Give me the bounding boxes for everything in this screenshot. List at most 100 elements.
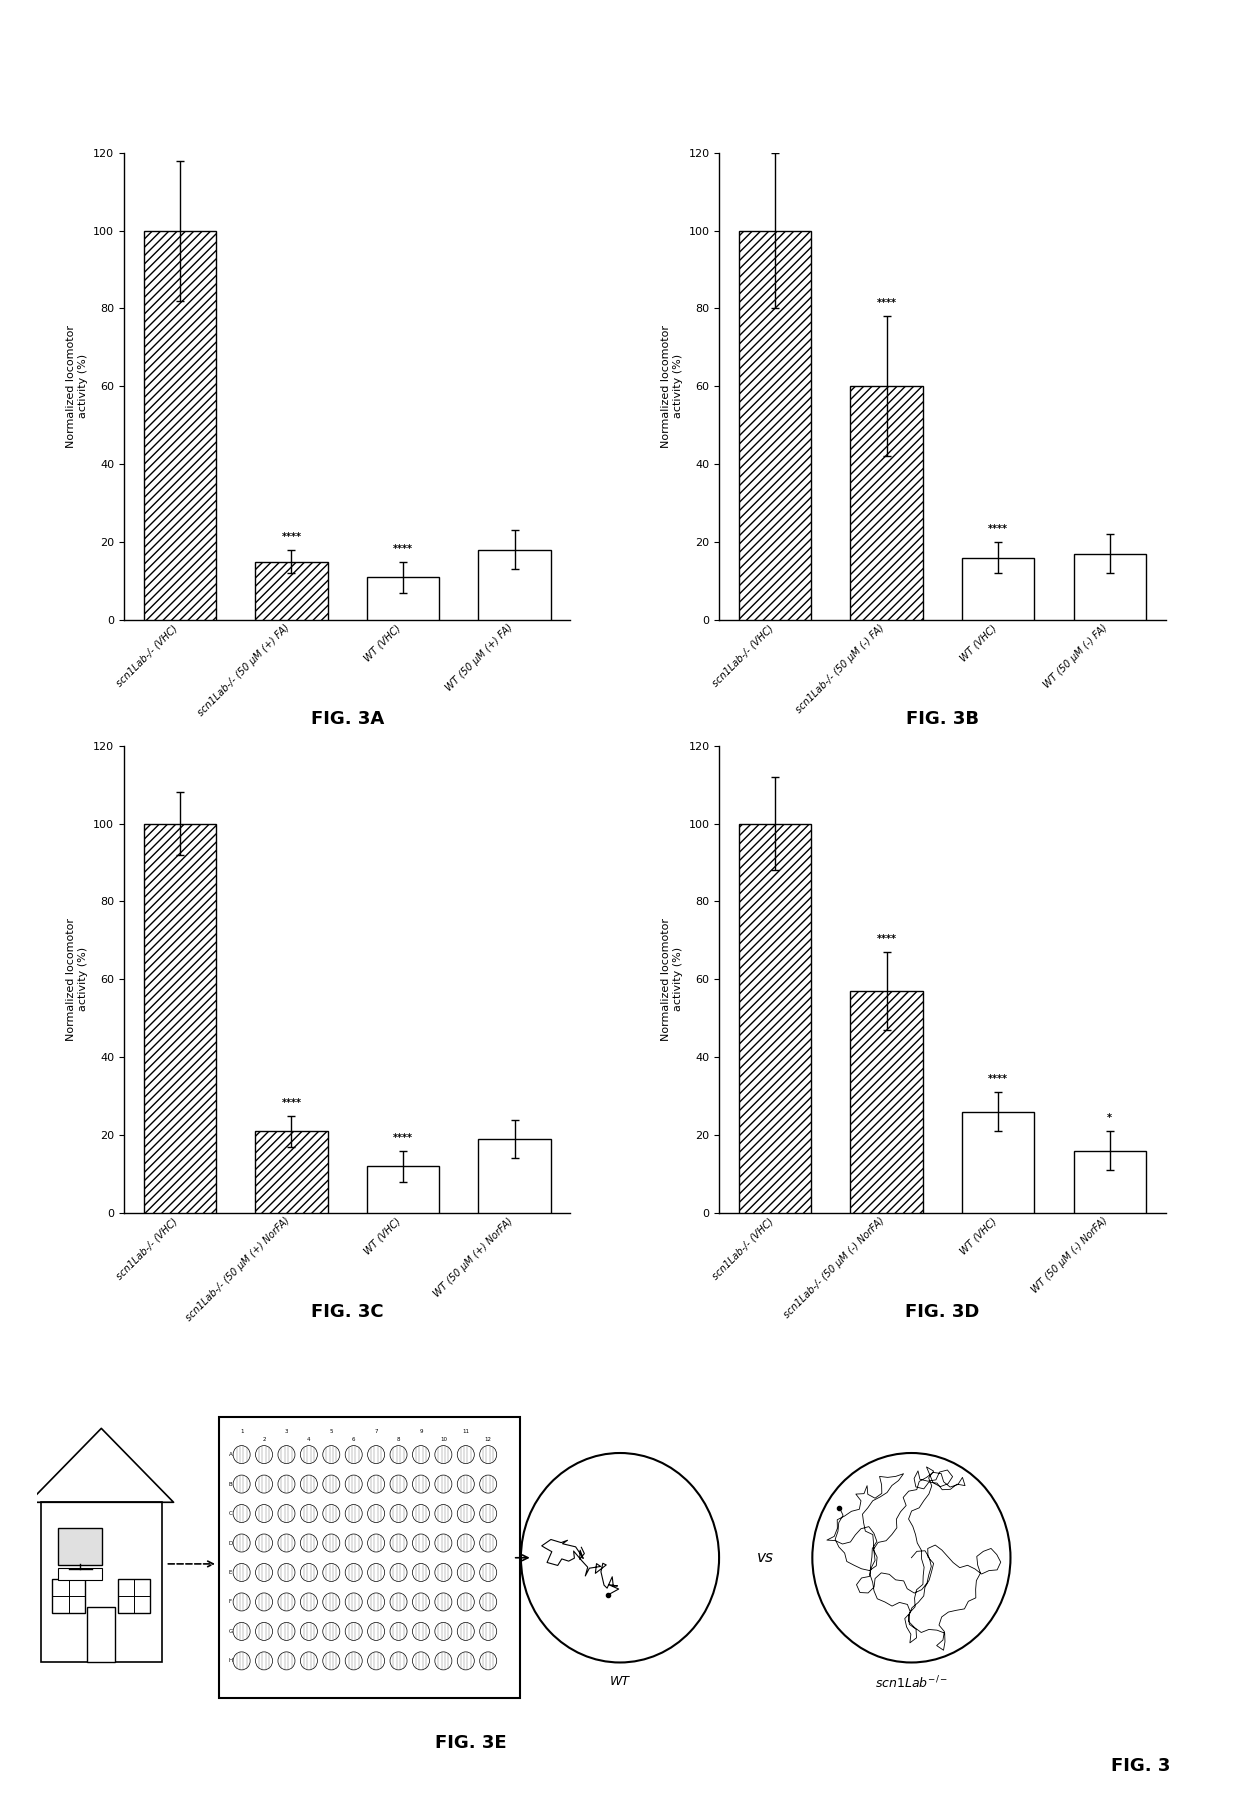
- Text: ****: ****: [877, 298, 897, 309]
- FancyBboxPatch shape: [58, 1567, 103, 1580]
- Circle shape: [255, 1563, 273, 1581]
- Text: $scn1Lab^{-/-}$: $scn1Lab^{-/-}$: [874, 1675, 949, 1691]
- Circle shape: [233, 1592, 250, 1610]
- Text: 2: 2: [263, 1438, 265, 1443]
- Circle shape: [278, 1535, 295, 1553]
- Text: 10: 10: [440, 1438, 446, 1443]
- Circle shape: [233, 1651, 250, 1669]
- FancyBboxPatch shape: [87, 1607, 115, 1662]
- Text: 1: 1: [239, 1429, 243, 1434]
- Circle shape: [345, 1623, 362, 1641]
- Circle shape: [300, 1563, 317, 1581]
- Circle shape: [435, 1475, 451, 1493]
- Circle shape: [255, 1445, 273, 1463]
- Circle shape: [480, 1475, 497, 1493]
- Circle shape: [278, 1592, 295, 1610]
- Bar: [739, 823, 811, 1213]
- Text: 4: 4: [308, 1438, 311, 1443]
- Bar: [367, 577, 439, 620]
- Bar: [851, 992, 923, 1213]
- Circle shape: [480, 1592, 497, 1610]
- Circle shape: [391, 1535, 407, 1553]
- Circle shape: [300, 1504, 317, 1522]
- Circle shape: [480, 1535, 497, 1553]
- Circle shape: [413, 1535, 429, 1553]
- Circle shape: [435, 1623, 451, 1641]
- Text: ****: ****: [281, 532, 301, 543]
- Bar: [479, 550, 551, 620]
- Circle shape: [322, 1563, 340, 1581]
- Circle shape: [255, 1592, 273, 1610]
- Bar: [962, 557, 1034, 620]
- Circle shape: [435, 1504, 451, 1522]
- Circle shape: [233, 1563, 250, 1581]
- Text: D: D: [228, 1540, 233, 1545]
- Circle shape: [458, 1445, 474, 1463]
- FancyBboxPatch shape: [41, 1502, 162, 1662]
- Text: F: F: [229, 1599, 232, 1605]
- Circle shape: [278, 1623, 295, 1641]
- Bar: [479, 1139, 551, 1213]
- Circle shape: [345, 1651, 362, 1669]
- Circle shape: [300, 1623, 317, 1641]
- Text: 6: 6: [352, 1438, 356, 1443]
- Circle shape: [300, 1535, 317, 1553]
- FancyBboxPatch shape: [58, 1527, 103, 1565]
- Circle shape: [322, 1475, 340, 1493]
- Circle shape: [435, 1592, 451, 1610]
- Circle shape: [300, 1592, 317, 1610]
- Circle shape: [367, 1592, 384, 1610]
- Y-axis label: Normalized locomotor
activity (%): Normalized locomotor activity (%): [66, 325, 88, 447]
- Bar: [1074, 553, 1146, 620]
- Bar: [255, 1132, 327, 1213]
- Circle shape: [413, 1445, 429, 1463]
- Circle shape: [458, 1475, 474, 1493]
- Circle shape: [278, 1651, 295, 1669]
- Circle shape: [278, 1445, 295, 1463]
- Bar: [255, 561, 327, 620]
- Circle shape: [480, 1563, 497, 1581]
- Circle shape: [233, 1445, 250, 1463]
- Circle shape: [413, 1623, 429, 1641]
- Circle shape: [322, 1445, 340, 1463]
- Bar: [144, 230, 216, 620]
- Circle shape: [391, 1651, 407, 1669]
- Text: ****: ****: [281, 1098, 301, 1107]
- Text: 7: 7: [374, 1429, 378, 1434]
- Text: 11: 11: [463, 1429, 469, 1434]
- Circle shape: [255, 1504, 273, 1522]
- Circle shape: [255, 1475, 273, 1493]
- Circle shape: [367, 1563, 384, 1581]
- Circle shape: [435, 1535, 451, 1553]
- Text: vs: vs: [758, 1551, 774, 1565]
- Circle shape: [367, 1475, 384, 1493]
- Bar: [1074, 1150, 1146, 1213]
- Circle shape: [391, 1445, 407, 1463]
- Circle shape: [812, 1454, 1011, 1662]
- Circle shape: [480, 1504, 497, 1522]
- Circle shape: [278, 1504, 295, 1522]
- Circle shape: [367, 1504, 384, 1522]
- Text: *: *: [1107, 1114, 1112, 1123]
- Circle shape: [300, 1445, 317, 1463]
- Circle shape: [255, 1623, 273, 1641]
- Circle shape: [458, 1504, 474, 1522]
- Circle shape: [367, 1651, 384, 1669]
- Circle shape: [458, 1563, 474, 1581]
- Circle shape: [367, 1623, 384, 1641]
- Circle shape: [322, 1623, 340, 1641]
- Circle shape: [322, 1535, 340, 1553]
- Circle shape: [367, 1445, 384, 1463]
- Circle shape: [345, 1475, 362, 1493]
- Circle shape: [300, 1475, 317, 1493]
- Circle shape: [391, 1592, 407, 1610]
- Circle shape: [435, 1445, 451, 1463]
- Circle shape: [322, 1592, 340, 1610]
- Circle shape: [322, 1504, 340, 1522]
- Circle shape: [413, 1592, 429, 1610]
- Bar: [144, 823, 216, 1213]
- Text: 9: 9: [419, 1429, 423, 1434]
- Circle shape: [300, 1651, 317, 1669]
- Circle shape: [458, 1592, 474, 1610]
- Text: C: C: [228, 1511, 232, 1517]
